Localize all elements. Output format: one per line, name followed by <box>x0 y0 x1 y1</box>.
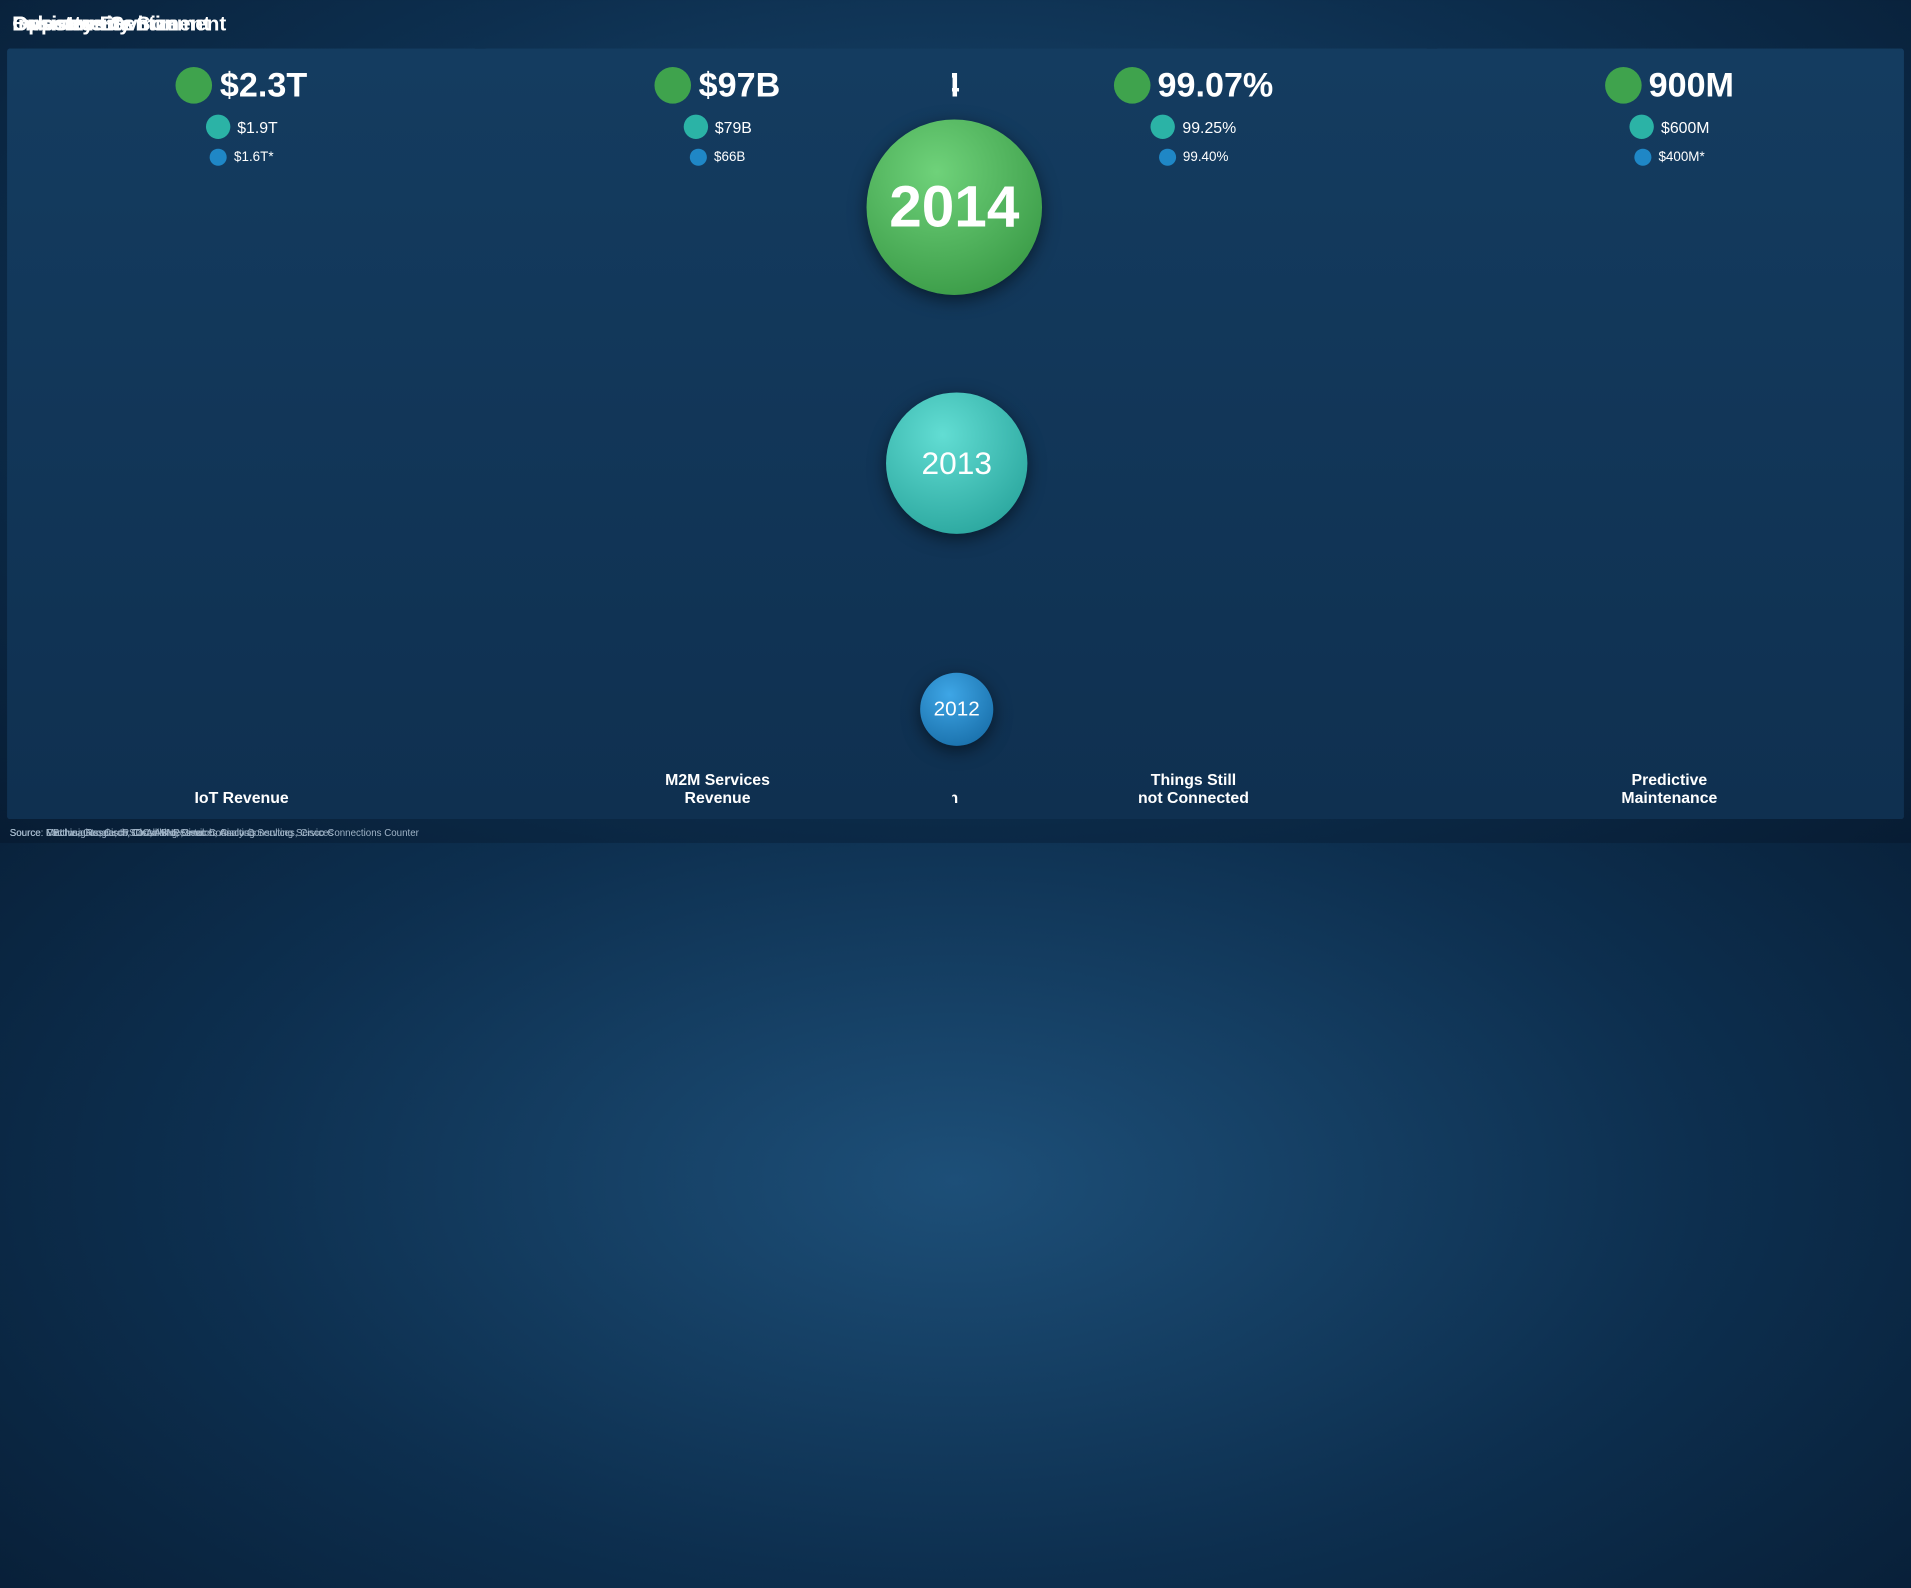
icon <box>1629 115 1653 139</box>
value: $600M <box>1661 118 1709 136</box>
panel-title: Opportunity Size <box>12 12 178 36</box>
value-row: 99.40% <box>1159 149 1229 166</box>
icon <box>1634 149 1651 166</box>
value-row: $1.9T <box>206 115 278 139</box>
card: $2.3T $1.9T $1.6T* IoT Revenue <box>7 49 476 819</box>
label-line: Things Still <box>959 770 1428 788</box>
year-circle: 2014 <box>867 119 1043 295</box>
value-row: 99.25% <box>1151 115 1236 139</box>
label-line: not Connected <box>959 789 1428 807</box>
label-line: Predictive <box>1435 770 1904 788</box>
values: 99.07% 99.25% 99.40% <box>959 66 1428 166</box>
icon <box>1114 67 1151 104</box>
value: $400M* <box>1658 150 1704 165</box>
value: $66B <box>714 150 745 165</box>
value: 99.07% <box>1158 66 1274 105</box>
value-row: $2.3T <box>176 66 307 105</box>
value: $79B <box>715 118 752 136</box>
label-line: IoT Revenue <box>7 789 476 807</box>
icon <box>206 115 230 139</box>
value: $1.6T* <box>234 150 274 165</box>
year-circle: 2012 <box>920 673 993 746</box>
label-line: Maintenance <box>1435 789 1904 807</box>
source: Source: Machina Research, IDC, ABI Resea… <box>10 828 334 839</box>
icon <box>1159 149 1176 166</box>
icon <box>683 115 707 139</box>
values: $97B $79B $66B <box>483 66 952 166</box>
value: 99.25% <box>1182 118 1236 136</box>
label-line: Revenue <box>483 789 952 807</box>
value: $2.3T <box>220 66 307 105</box>
icon <box>210 149 227 166</box>
value-row: $66B <box>690 149 746 166</box>
value: $97B <box>699 66 781 105</box>
values: 900M $600M $400M* <box>1435 66 1904 166</box>
values: $2.3T $1.9T $1.6T* <box>7 66 476 166</box>
icon <box>1151 115 1175 139</box>
icon <box>1605 67 1642 104</box>
value-row: $1.6T* <box>210 149 274 166</box>
label-line: M2M Services <box>483 770 952 788</box>
icon <box>176 67 213 104</box>
icon <box>690 149 707 166</box>
value-row: $600M <box>1629 115 1709 139</box>
value: 900M <box>1649 66 1734 105</box>
value-row: 900M <box>1605 66 1734 105</box>
value-row: $400M* <box>1634 149 1705 166</box>
year-circle: 2013 <box>886 392 1027 533</box>
value: $1.9T <box>237 118 278 136</box>
value-row: $79B <box>683 115 752 139</box>
label: IoT Revenue <box>7 789 476 807</box>
value-row: 99.07% <box>1114 66 1274 105</box>
value-row: $97B <box>655 66 780 105</box>
value: 99.40% <box>1183 150 1228 165</box>
icon <box>655 67 692 104</box>
